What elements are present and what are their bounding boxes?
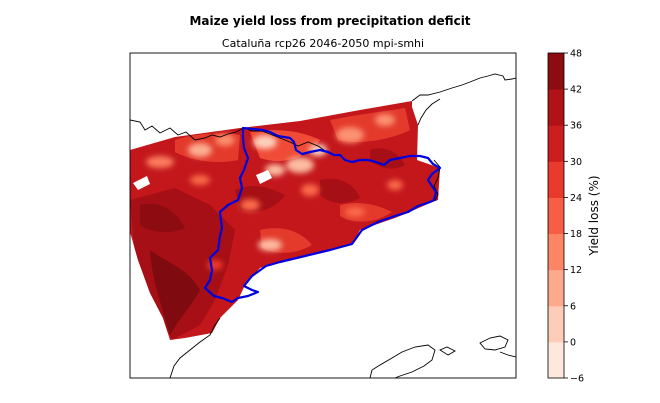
colorbar-band: [548, 89, 564, 126]
map-frame: [129, 52, 517, 379]
colorbar-tick-label: 36: [570, 121, 582, 132]
map-title: Maize yield loss from precipitation defi…: [189, 14, 470, 28]
colorbar-band: [548, 125, 564, 162]
region-boundary: [203, 126, 442, 304]
colorbar-tick-label: 24: [570, 193, 582, 204]
colorbar-tick-label: −6: [570, 374, 584, 385]
colorbar-tick-label: 48: [570, 49, 582, 60]
colorbar-band: [548, 341, 564, 379]
colorbar-band: [548, 53, 564, 90]
map-panel: [130, 53, 516, 378]
colorbar-tick-label: 6: [570, 301, 576, 312]
colorbar-band: [548, 305, 564, 343]
colorbar-ticks: 48 42 36 30 24 18 12 6 0 −6: [564, 49, 584, 385]
colorbar-tick-label: 18: [570, 229, 582, 240]
colorbar-tick-label: 0: [570, 337, 576, 348]
colorbar-tick-label: 42: [570, 85, 582, 96]
colorbar: 48 42 36 30 24 18 12 6 0 −6 Yield loss (%): [547, 49, 601, 385]
colorbar-label: Yield loss (%): [587, 175, 601, 256]
colorbar-band: [548, 197, 564, 235]
field-patches: [130, 108, 410, 340]
map-subtitle: Cataluña rcp26 2046-2050 mpi-smhi: [222, 37, 424, 50]
colorbar-outline: [547, 52, 565, 379]
colorbar-tick-label: 30: [570, 157, 582, 168]
colorbar-band: [548, 269, 564, 307]
colorbar-bands: [548, 53, 564, 379]
coastline: [130, 73, 516, 378]
colorbar-tick-label: 12: [570, 265, 582, 276]
colorbar-band: [548, 233, 564, 271]
colorbar-band: [548, 161, 564, 198]
